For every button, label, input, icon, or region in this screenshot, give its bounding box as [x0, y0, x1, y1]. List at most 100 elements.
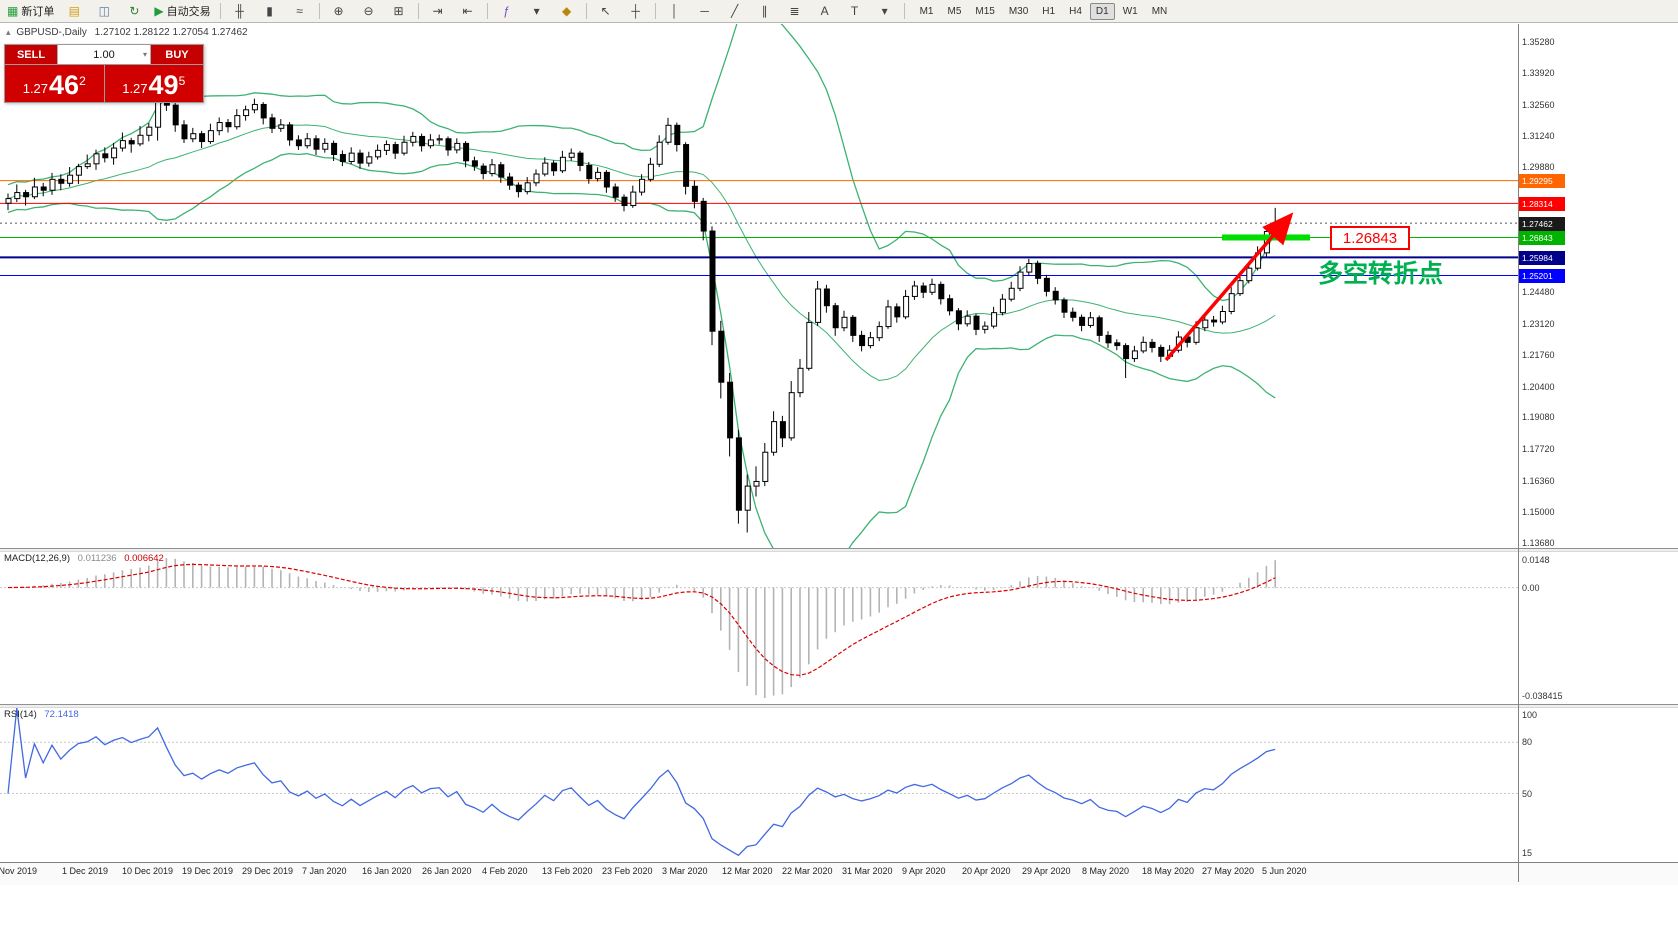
candle [278, 119, 285, 132]
fibonacci-icon: ≣ [789, 4, 800, 18]
timeframe-mn-button[interactable]: MN [1151, 5, 1168, 17]
trend-arrow[interactable] [1164, 212, 1294, 362]
candle [313, 135, 320, 155]
autotrading-button[interactable]: ▶ 自动交易 [150, 0, 214, 22]
candle [489, 158, 496, 177]
refresh-button[interactable]: ↻ [120, 0, 148, 22]
auto-scroll-button[interactable]: ⇥ [424, 0, 452, 22]
timeframe-m30-button[interactable]: M30 [1008, 5, 1029, 17]
indicators-button[interactable]: ƒ [493, 0, 521, 22]
toolbar-items: ▦ 新订单 ▤ ◫ ↻ ▶ 自动交易 ╫ ▮ ≈ ⊕ ⊖ ⊞ ⇥ ⇤ ƒ ▾ ◆ ↖ ┼ │ ─ ╱ ∥ ≣ A T ▾ [2, 0, 909, 22]
sell-price-button[interactable]: 1.27 46 2 [5, 65, 104, 102]
buy-button[interactable]: BUY [151, 45, 203, 64]
support-zone-segment[interactable] [1222, 234, 1310, 241]
timeframe-m15-button[interactable]: M15 [975, 5, 995, 17]
text-label-button[interactable]: T [841, 0, 869, 22]
vertical-line-button[interactable]: │ [661, 0, 689, 22]
templates-button[interactable]: ◆ [553, 0, 581, 22]
candle [287, 122, 294, 146]
line-chart-button[interactable]: ≈ [286, 0, 314, 22]
crosshair-button[interactable]: ┼ [622, 0, 650, 22]
candle [1219, 305, 1226, 325]
zoom-out-button[interactable]: ⊖ [355, 0, 383, 22]
horizontal-line-button[interactable]: ─ [691, 0, 719, 22]
candle [410, 131, 417, 147]
text-button[interactable]: A [811, 0, 839, 22]
zoom-in-button[interactable]: ⊕ [325, 0, 353, 22]
timeframe-w1-button[interactable]: W1 [1122, 5, 1138, 17]
candle [999, 294, 1006, 316]
shapes-dropdown-button[interactable]: ▾ [871, 0, 899, 22]
panel-separator[interactable] [0, 548, 1678, 552]
timeframe-toolbar: M1 M5 M15 M30 H1 H4 D1 W1 MN [913, 2, 1175, 20]
zoom-out-icon: ⊖ [363, 4, 374, 18]
price-axis-label: 1.16360 [1522, 475, 1555, 486]
new-order-button-label: 新订单 [21, 6, 55, 18]
candle [559, 150, 566, 174]
price-axis-label: 1.13680 [1522, 537, 1555, 548]
periods-dropdown-button[interactable]: ▾ [523, 0, 551, 22]
timeframe-h1-button[interactable]: H1 [1042, 5, 1056, 17]
cursor-button[interactable]: ↖ [592, 0, 620, 22]
candle [31, 177, 38, 200]
support-price-label[interactable]: 1.26843 [1330, 226, 1410, 250]
chart-profiles-icon: ▤ [68, 4, 81, 18]
sell-button[interactable]: SELL [5, 45, 57, 64]
candle [111, 142, 118, 165]
ohlc-readout: 1.27102 1.28122 1.27054 1.27462 [94, 27, 248, 38]
candle [964, 310, 971, 327]
macd-signal-line [7, 563, 1276, 676]
candlestick-chart-button[interactable]: ▮ [256, 0, 284, 22]
fibonacci-button[interactable]: ≣ [781, 0, 809, 22]
trend-annotation[interactable]: 多空转折点 [1318, 260, 1444, 288]
volume-value: 1.00 [93, 48, 115, 61]
rsi-value: 72.1418 [44, 709, 79, 720]
price-axis-label: 1.35280 [1522, 36, 1555, 47]
candle [23, 189, 30, 206]
candle [58, 174, 65, 191]
new-order-button[interactable]: ▦ 新订单 [3, 0, 58, 22]
indicators-icon: ƒ [503, 4, 510, 18]
panel-separator[interactable] [0, 704, 1678, 708]
price-axis-label: 1.21760 [1522, 350, 1555, 361]
candle [454, 138, 461, 154]
price-tag-1.25201: 1.25201 [1519, 269, 1565, 284]
auto-scroll-icon: ⇥ [432, 4, 443, 18]
price-axis-label: 1.24480 [1522, 287, 1555, 298]
candle [1149, 338, 1156, 353]
timeframe-m5-button[interactable]: M5 [947, 5, 962, 17]
buy-price-button[interactable]: 1.27 49 5 [104, 65, 203, 102]
sell-price-prefix: 1.27 [22, 81, 49, 96]
candle [920, 282, 927, 299]
trendline-button[interactable]: ╱ [721, 0, 749, 22]
time-scale[interactable] [0, 862, 1678, 885]
candle [295, 135, 302, 150]
volume-dropdown-icon[interactable]: ▾ [142, 50, 147, 59]
volume-input[interactable]: 1.00 ▾ [57, 45, 151, 64]
candle [744, 474, 751, 533]
candle [339, 150, 346, 167]
channel-button[interactable]: ∥ [751, 0, 779, 22]
candle [1052, 287, 1059, 305]
new-order-icon: ▦ [7, 4, 19, 18]
timeframe-m1-button[interactable]: M1 [919, 5, 934, 17]
symbol-period-label: GBPUSD-,Daily [16, 27, 87, 38]
market-watch-button[interactable]: ◫ [90, 0, 118, 22]
periods-dropdown-icon: ▾ [533, 4, 540, 18]
chart-profiles-button[interactable]: ▤ [60, 0, 88, 22]
candle [1193, 321, 1200, 345]
chart-shift-button[interactable]: ⇤ [454, 0, 482, 22]
bar-chart-button[interactable]: ╫ [226, 0, 254, 22]
price-axis-label: 1.20400 [1522, 381, 1555, 392]
candle [815, 280, 822, 326]
timeframe-d1-button[interactable]: D1 [1089, 2, 1115, 20]
candle [93, 149, 100, 170]
price-tag-1.29295: 1.29295 [1519, 174, 1565, 189]
candle [938, 281, 945, 305]
timeframe-h4-button[interactable]: H4 [1069, 5, 1082, 17]
toolbar-separator [486, 3, 488, 19]
candle [1272, 207, 1279, 233]
candle [137, 126, 144, 147]
tile-windows-button[interactable]: ⊞ [385, 0, 413, 22]
chart-collapse-icon[interactable]: ▴ [6, 27, 11, 37]
